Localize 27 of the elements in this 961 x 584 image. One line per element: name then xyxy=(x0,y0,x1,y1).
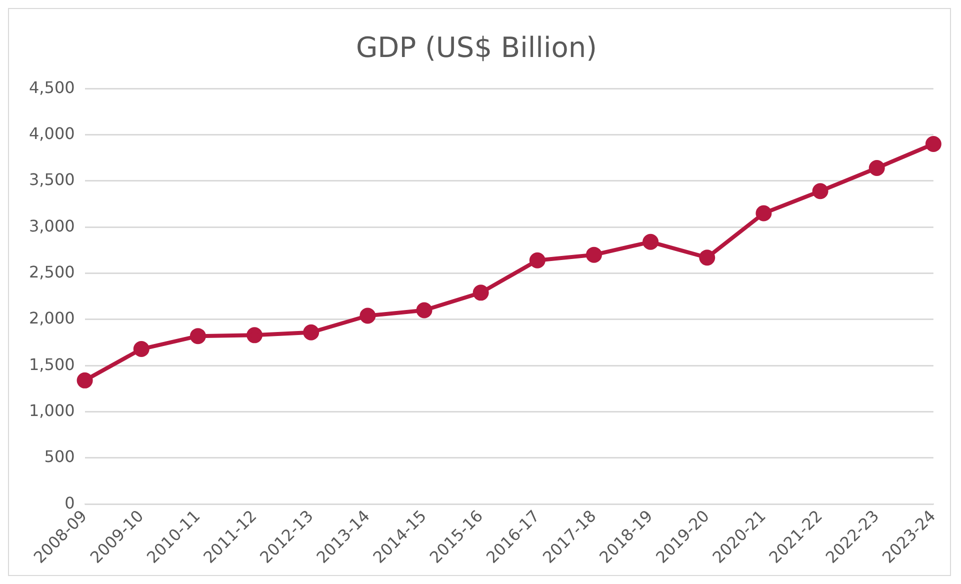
point xyxy=(925,136,942,152)
point xyxy=(756,205,772,222)
point xyxy=(416,302,432,318)
chart-title: GDP (US$ Billion) xyxy=(356,31,598,64)
point xyxy=(642,234,659,250)
point xyxy=(529,252,546,268)
y-tick-label: 4,000 xyxy=(28,124,75,143)
point xyxy=(246,327,263,344)
y-tick-label: 2,000 xyxy=(28,308,75,328)
point xyxy=(699,250,716,266)
y-tick-label: 1,500 xyxy=(28,354,75,374)
y-tick-label: 2,500 xyxy=(28,262,75,282)
point xyxy=(303,324,320,340)
y-tick-label: 1,000 xyxy=(28,400,75,420)
y-tick-label: 3,000 xyxy=(28,216,75,236)
point xyxy=(190,328,206,344)
point xyxy=(472,284,489,301)
point xyxy=(586,246,602,263)
y-tick-label: 0 xyxy=(64,493,75,512)
y-tick-label: 4,500 xyxy=(28,78,75,97)
y-tick-label: 500 xyxy=(44,447,75,466)
point xyxy=(133,341,150,358)
y-tick-label: 3,500 xyxy=(28,170,75,190)
point xyxy=(76,372,93,388)
point xyxy=(812,183,828,200)
point xyxy=(868,160,885,176)
point xyxy=(360,308,376,324)
